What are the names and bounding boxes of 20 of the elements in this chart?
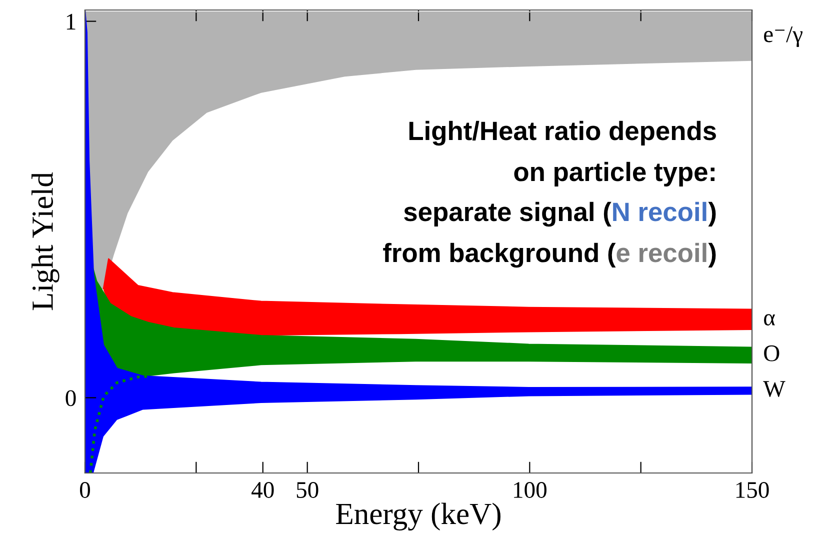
x-tick-label: 0 — [80, 482, 90, 498]
annotation: e recoil — [616, 242, 706, 262]
y-axis-title: Light Yield — [32, 172, 60, 310]
annotation: ) — [708, 202, 716, 226]
annotation: Light/Heat ratio depends — [409, 120, 716, 146]
annotation: on particle type: — [514, 162, 714, 186]
x-tick-label: 100 — [514, 482, 546, 498]
annotation: from background ( — [383, 242, 616, 268]
annotation: separate signal ( — [404, 202, 612, 227]
x-tick-label: 150 — [736, 482, 769, 498]
annotation: N recoil — [613, 202, 706, 222]
y-tick-label: 1 — [66, 14, 76, 30]
x-tick-label: 40 — [252, 482, 274, 498]
series-label: O — [764, 345, 780, 362]
series-label: α — [764, 314, 775, 326]
x-tick-label: 50 — [296, 482, 318, 498]
x-axis-title: Energy (keV) — [336, 502, 500, 531]
series-label: W — [763, 381, 786, 397]
annotation: ) — [708, 242, 716, 268]
series-label: e⁻/γ — [764, 26, 803, 48]
